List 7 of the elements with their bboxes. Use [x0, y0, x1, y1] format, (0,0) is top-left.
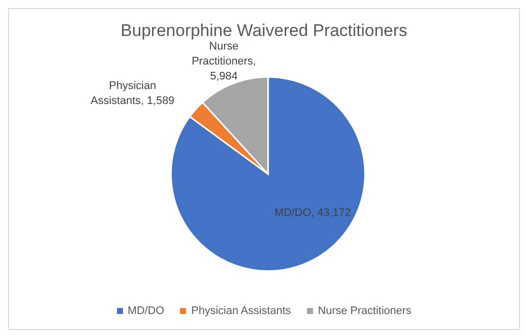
chart-title: Buprenorphine Waivered Practitioners: [120, 21, 408, 41]
legend-label: Physician Assistants: [191, 305, 291, 317]
data-label: MD/DO, 43,172: [274, 206, 351, 219]
legend-label: MD/DO: [128, 305, 164, 317]
data-label: Physician Assistants, 1,589: [90, 80, 174, 108]
data-label: Nurse Practitioners, 5,984: [192, 40, 256, 82]
legend-label: Nurse Practitioners: [318, 305, 412, 317]
